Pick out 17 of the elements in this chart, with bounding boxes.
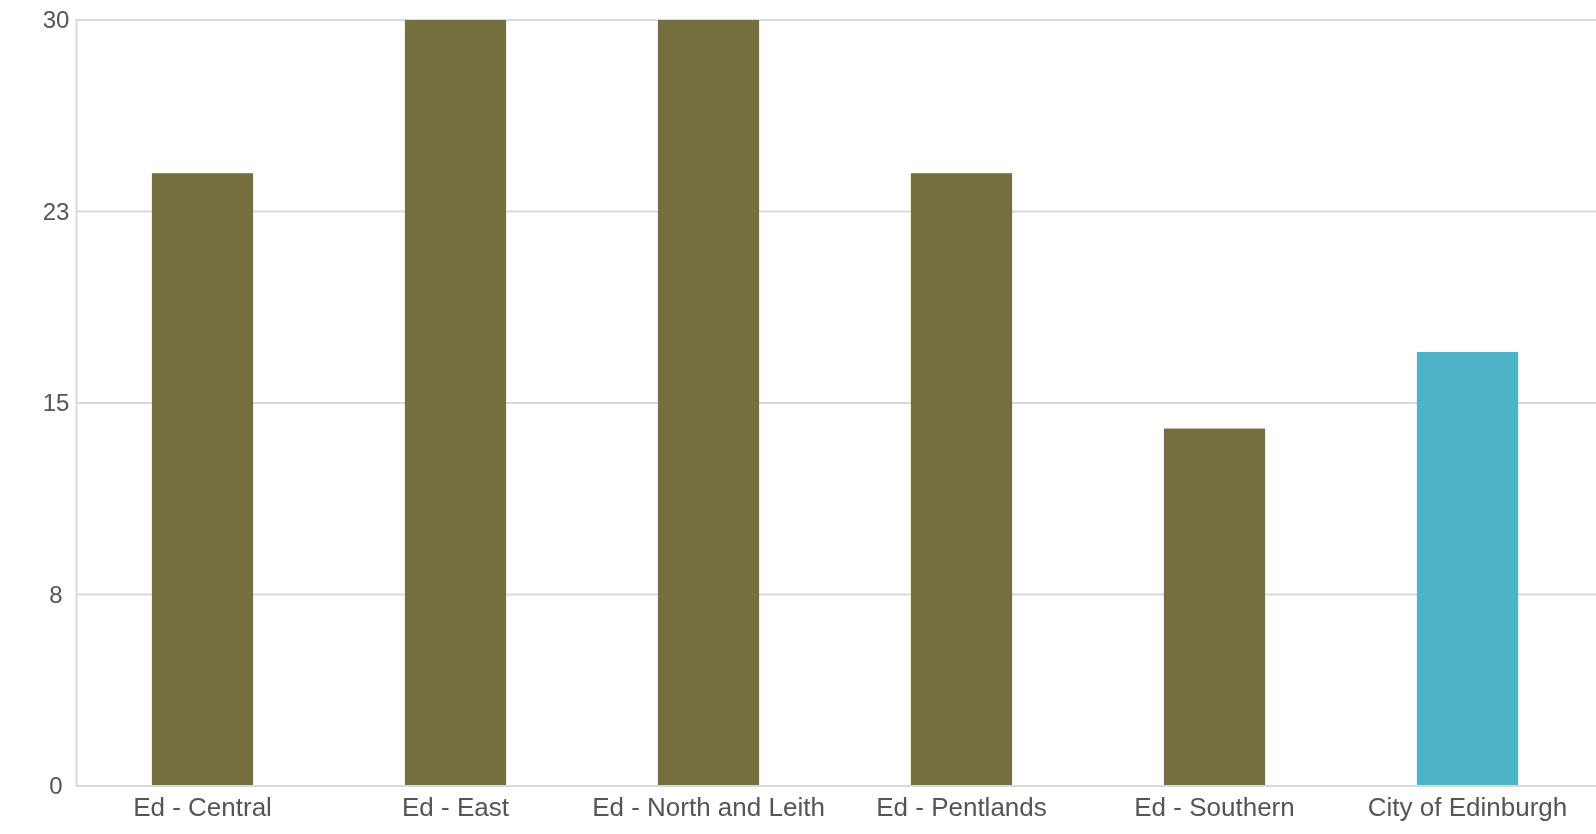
x-tick-label: Ed - Pentlands bbox=[876, 792, 1047, 823]
bar bbox=[1416, 351, 1519, 786]
bar bbox=[910, 173, 1013, 786]
x-tick-label: Ed - East bbox=[402, 792, 510, 823]
bar bbox=[151, 173, 254, 786]
x-tick-label: Ed - Southern bbox=[1134, 792, 1295, 823]
bar bbox=[1163, 428, 1266, 786]
y-tick-label: 0 bbox=[49, 772, 63, 800]
x-tick-label: Ed - North and Leith bbox=[592, 792, 825, 823]
y-tick-label: 15 bbox=[42, 389, 70, 417]
y-tick-label: 30 bbox=[42, 6, 70, 34]
bar bbox=[404, 20, 507, 786]
x-tick-label: City of Edinburgh bbox=[1367, 792, 1568, 823]
x-tick-label: Ed - Central bbox=[133, 792, 272, 823]
y-tick-label: 8 bbox=[49, 580, 63, 608]
y-tick-label: 23 bbox=[42, 197, 70, 225]
bar bbox=[657, 20, 760, 786]
